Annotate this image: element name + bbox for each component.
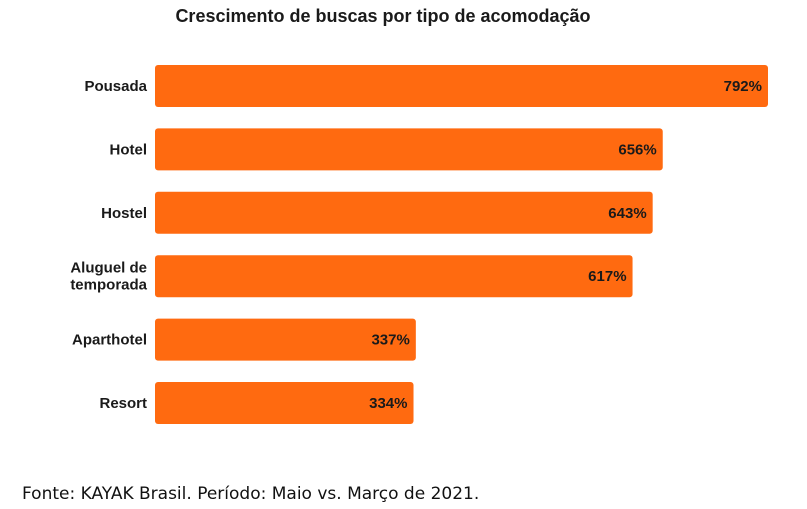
category-label-line: Aluguel de: [70, 260, 147, 277]
value-label: 792%: [724, 78, 762, 95]
category-label-line: Pousada: [84, 78, 147, 95]
value-label: 617%: [588, 268, 626, 285]
value-label: 643%: [608, 205, 646, 222]
category-label-line: temporada: [70, 277, 147, 294]
source-note: Fonte: KAYAK Brasil. Período: Maio vs. M…: [22, 484, 480, 504]
category-label: Aparthotel: [72, 332, 147, 349]
bar-hotel: [155, 128, 663, 171]
value-label: 656%: [618, 141, 656, 158]
bar-chart: 792% Pousada 656% Hotel 643% Hostel 617% Alugue…: [70, 65, 768, 424]
category-label: Aluguel de temporada: [70, 260, 147, 294]
category-label-line: Hostel: [101, 205, 147, 222]
category-label-line: Resort: [99, 395, 147, 412]
category-label-line: Hotel: [110, 141, 148, 158]
bar-pousada: [155, 65, 768, 107]
value-label: 337%: [371, 332, 409, 349]
category-label: Hostel: [101, 205, 147, 222]
bar-hostel: [155, 191, 653, 234]
category-label: Resort: [99, 395, 147, 412]
bar-aparthotel: [155, 318, 416, 361]
bar-resort: [155, 382, 414, 424]
bar-aluguel-de-temporada: [155, 255, 633, 298]
category-label: Hotel: [110, 141, 148, 158]
chart-title: Crescimento de buscas por tipo de acomod…: [175, 6, 591, 26]
category-label-line: Aparthotel: [72, 332, 147, 349]
category-label: Pousada: [84, 78, 147, 95]
value-label: 334%: [369, 395, 407, 412]
